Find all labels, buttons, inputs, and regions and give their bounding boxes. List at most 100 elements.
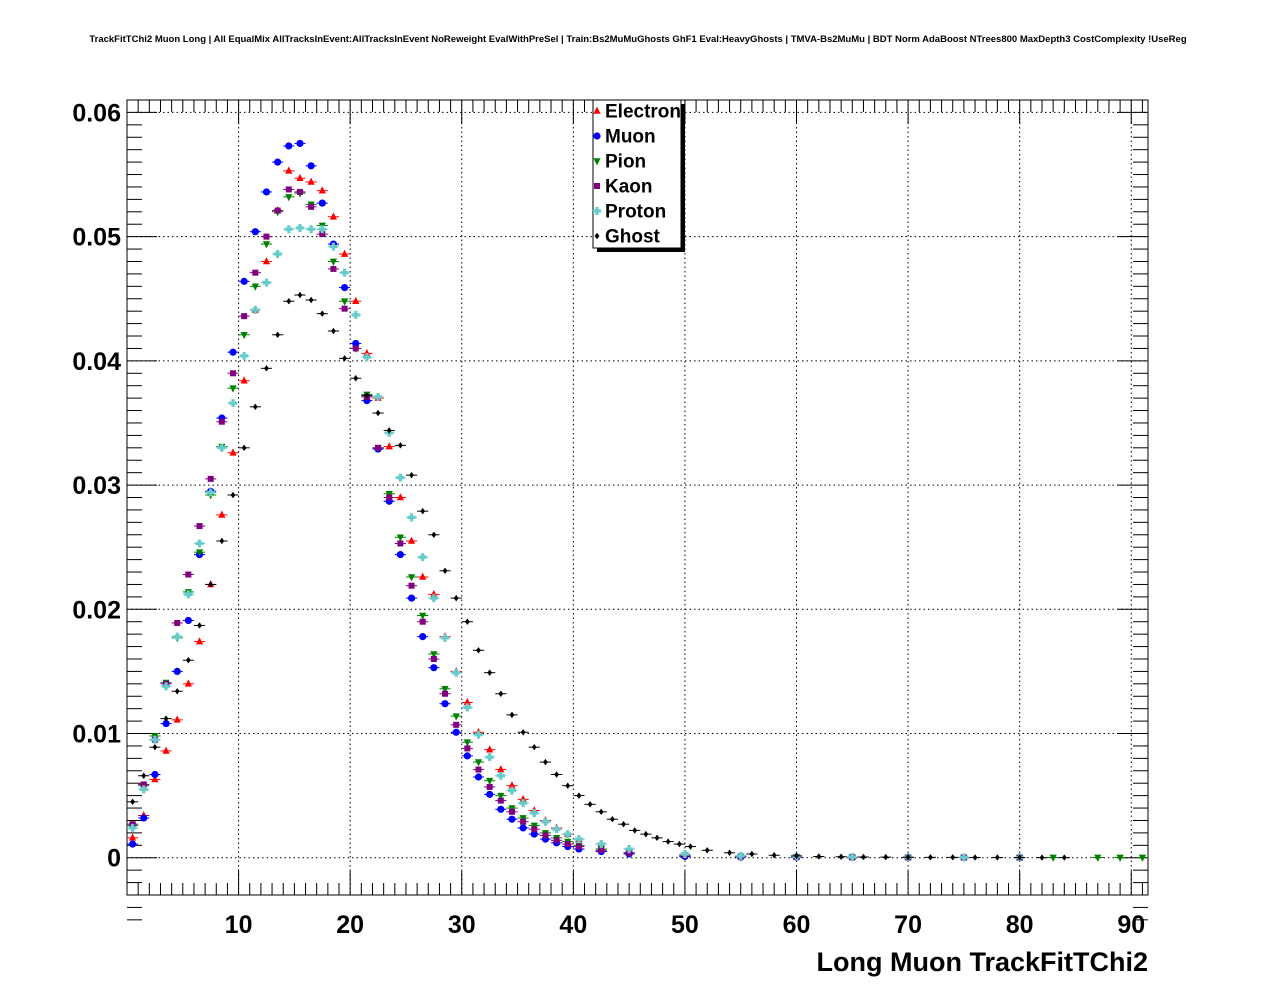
data-point-proton xyxy=(351,310,360,319)
x-tick-label: 60 xyxy=(783,911,811,939)
data-point-proton xyxy=(407,513,416,522)
data-point-ghost xyxy=(554,771,560,778)
data-point-proton xyxy=(597,840,606,849)
data-point-proton xyxy=(625,845,634,854)
data-point-ghost xyxy=(883,853,889,861)
legend: Electron Muon Pion Kaon Proton Ghost xyxy=(592,99,685,252)
data-point-kaon xyxy=(575,843,582,850)
data-point-ghost xyxy=(431,531,437,538)
data-point-muon xyxy=(441,700,449,708)
data-point-kaon xyxy=(508,808,515,815)
x-tick-label: 40 xyxy=(559,911,587,939)
data-point-ghost xyxy=(230,491,236,499)
legend-label-electron: Electron xyxy=(605,102,681,123)
data-point-pion xyxy=(229,385,237,393)
data-point-pion xyxy=(463,739,471,747)
data-point-proton xyxy=(206,488,215,497)
data-point-proton xyxy=(240,351,249,360)
data-point-ghost xyxy=(342,355,347,362)
data-point-muon xyxy=(497,805,505,813)
data-point-kaon xyxy=(520,818,527,825)
data-point-kaon xyxy=(386,494,393,501)
data-point-kaon xyxy=(330,265,337,272)
y-tick-label: 0.04 xyxy=(72,348,121,376)
data-point-electron xyxy=(497,765,505,773)
y-tick-label: 0.01 xyxy=(72,721,121,749)
data-point-muon xyxy=(530,830,538,838)
data-point-muon xyxy=(396,551,404,559)
data-point-kaon xyxy=(542,832,549,839)
legend-label-muon: Muon xyxy=(605,127,656,148)
data-point-pion xyxy=(1094,854,1102,862)
data-point-proton xyxy=(251,305,260,314)
data-point-pion xyxy=(430,651,438,659)
data-point-ghost xyxy=(621,820,626,828)
data-point-proton xyxy=(340,268,349,277)
data-point-proton xyxy=(563,830,572,839)
data-point-kaon xyxy=(352,345,359,352)
data-point-kaon xyxy=(475,766,482,773)
data-point-proton xyxy=(485,753,494,762)
legend-marker-proton xyxy=(593,207,601,215)
data-point-ghost xyxy=(464,618,470,625)
data-point-ghost xyxy=(1061,854,1067,861)
x-tick-label: 90 xyxy=(1117,911,1145,939)
data-point-electron xyxy=(162,746,170,754)
data-point-muon xyxy=(285,142,293,150)
data-point-electron xyxy=(363,349,371,357)
data-point-ghost xyxy=(264,365,269,372)
data-point-electron xyxy=(296,173,304,182)
data-point-pion xyxy=(419,612,427,620)
data-point-electron xyxy=(352,296,360,305)
data-point-ghost xyxy=(375,409,381,417)
data-point-muon xyxy=(262,188,271,196)
data-point-proton xyxy=(195,539,204,548)
data-point-ghost xyxy=(208,581,214,588)
data-point-proton xyxy=(474,730,483,739)
data-point-ghost xyxy=(141,772,147,779)
x-tick-label: 70 xyxy=(894,911,922,939)
legend-marker-ghost xyxy=(594,232,600,240)
data-point-pion xyxy=(452,713,460,721)
data-point-electron xyxy=(385,442,393,450)
data-point-proton xyxy=(217,443,226,452)
data-point-muon xyxy=(519,824,527,832)
data-point-ghost xyxy=(598,808,604,815)
data-point-ghost xyxy=(442,567,448,574)
data-point-ghost xyxy=(576,792,582,799)
data-point-proton xyxy=(273,250,282,259)
data-point-electron xyxy=(430,589,438,598)
data-point-ghost xyxy=(1039,854,1045,861)
data-point-ghost xyxy=(331,327,336,335)
legend-label-ghost: Ghost xyxy=(605,227,661,248)
data-point-ghost xyxy=(609,816,615,823)
series-muon xyxy=(127,139,1026,862)
y-tick-label: 0.02 xyxy=(72,596,121,624)
data-point-ghost xyxy=(950,854,956,861)
data-point-kaon xyxy=(564,841,571,848)
data-point-pion xyxy=(195,549,204,557)
data-point-pion xyxy=(1116,854,1124,862)
data-point-muon xyxy=(452,728,460,736)
x-tick-label: 30 xyxy=(448,911,476,939)
data-point-proton xyxy=(418,553,427,562)
data-point-ghost xyxy=(241,444,247,452)
data-point-electron xyxy=(396,493,404,501)
x-tick-label: 10 xyxy=(225,911,253,939)
data-point-ghost xyxy=(994,854,1000,861)
data-point-ghost xyxy=(397,442,403,449)
data-point-ghost xyxy=(543,758,548,766)
data-point-proton xyxy=(463,703,472,712)
data-point-ghost xyxy=(665,838,671,845)
data-point-proton xyxy=(452,668,461,677)
data-point-muon xyxy=(128,840,137,848)
data-point-pion xyxy=(285,194,293,202)
data-point-kaon xyxy=(341,305,348,312)
data-point-electron xyxy=(184,679,192,687)
data-point-kaon xyxy=(408,582,415,589)
grid-lines xyxy=(127,100,1148,895)
data-point-muon xyxy=(173,667,181,676)
data-point-kaon xyxy=(196,523,203,530)
data-point-ghost xyxy=(319,310,325,317)
data-point-kaon xyxy=(375,444,382,451)
